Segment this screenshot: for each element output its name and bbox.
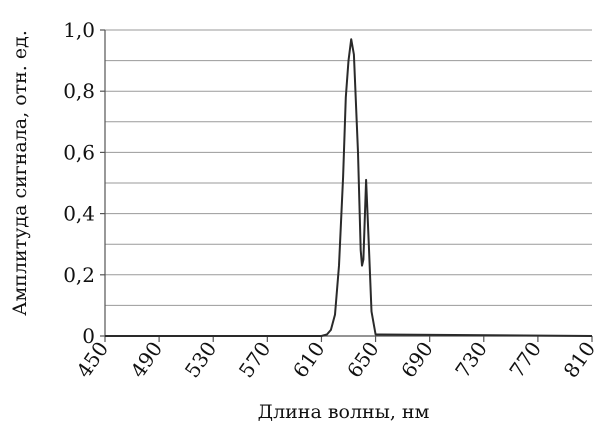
y-axis-label: Амплитуда сигнала, отн. ед. [9,30,31,316]
y-tick-label: 0,4 [63,202,95,226]
x-tick-label: 650 [342,337,384,382]
y-tick-label: 0,6 [63,140,95,164]
grid [105,29,592,306]
y-tick-label: 0 [82,324,95,348]
y-tick-label: 0,8 [63,79,95,103]
x-tick-label: 730 [450,337,492,382]
x-tick-label: 490 [126,337,168,382]
series-line [105,38,593,337]
x-ticks: 450 490 530 570 610 650 690 730 770 810 [72,336,595,382]
x-tick-label: 690 [396,337,438,382]
series-group [105,38,593,337]
y-tick-label: 1,0 [63,18,95,42]
y-tick-label: 0,2 [63,263,95,287]
x-tick-label: 570 [234,337,276,382]
y-ticks: 0 0,2 0,4 0,6 0,8 1,0 [63,18,105,348]
x-tick-label: 770 [504,337,546,382]
x-tick-label: 530 [180,337,222,382]
x-tick-label: 610 [288,337,330,382]
x-tick-label: 810 [559,337,595,382]
x-axis-label: Длина волны, нм [258,401,430,423]
